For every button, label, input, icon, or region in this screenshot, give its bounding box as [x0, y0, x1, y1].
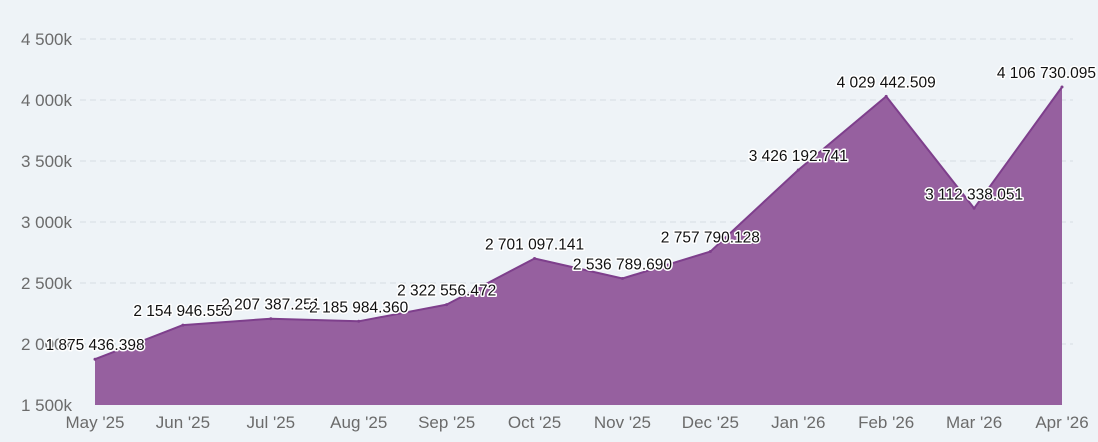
- data-point[interactable]: [181, 323, 185, 327]
- y-tick-label: 3 000k: [21, 213, 73, 232]
- x-tick-label: Jan '26: [771, 413, 825, 432]
- y-tick-label: 4 500k: [21, 30, 73, 49]
- data-label: 2 185 984.360: [309, 299, 409, 316]
- y-axis: 1 500k 2 000k 2 500k 3 000k 3 500k 4 000k 4 50…: [21, 30, 73, 415]
- x-tick-label: Feb '26: [858, 413, 914, 432]
- x-tick-label: Aug '25: [330, 413, 387, 432]
- data-point[interactable]: [357, 319, 361, 323]
- data-label: 3 426 192.741: [749, 148, 848, 165]
- data-label: 2 154 946.550: [133, 303, 233, 320]
- series-line: [94, 86, 1063, 361]
- x-tick-label: Nov '25: [594, 413, 651, 432]
- y-tick-label: 1 500k: [21, 396, 73, 415]
- data-point[interactable]: [884, 94, 888, 98]
- y-tick-label: 2 500k: [21, 274, 73, 293]
- data-point[interactable]: [93, 357, 97, 361]
- data-label: 2 701 097.141: [485, 236, 584, 253]
- x-axis: May '25 Jun '25 Jul '25 Aug '25 Sep '25 Oct '…: [66, 413, 1089, 432]
- x-tick-label: Sep '25: [418, 413, 475, 432]
- data-label: 2 757 790.128: [661, 230, 760, 247]
- x-tick-label: Apr '26: [1035, 413, 1088, 432]
- data-point[interactable]: [533, 256, 537, 260]
- x-tick-label: May '25: [66, 413, 125, 432]
- data-point[interactable]: [708, 250, 712, 254]
- data-label: 3 112 338.051: [925, 186, 1023, 203]
- area-fill: [95, 86, 1062, 405]
- data-point[interactable]: [269, 317, 273, 321]
- y-tick-label: 4 000k: [21, 91, 73, 110]
- x-tick-label: Jun '25: [156, 413, 210, 432]
- data-point[interactable]: [796, 168, 800, 172]
- data-label: 2 207 387.251: [221, 297, 320, 314]
- data-label: 2 322 556.472: [397, 283, 496, 300]
- data-point[interactable]: [620, 277, 624, 281]
- data-label: 1 875 436.398: [45, 337, 144, 354]
- data-label: 2 536 789.690: [573, 257, 673, 274]
- data-point[interactable]: [1060, 85, 1064, 89]
- data-point[interactable]: [445, 303, 449, 307]
- y-tick-label: 2 000k: [21, 335, 73, 354]
- x-tick-label: Dec '25: [682, 413, 739, 432]
- area-layer: [93, 85, 1064, 405]
- x-tick-label: Jul '25: [247, 413, 296, 432]
- data-point[interactable]: [972, 206, 976, 210]
- data-label: 4 106 730.095: [997, 65, 1096, 82]
- y-tick-label: 3 500k: [21, 152, 73, 171]
- data-label: 4 029 442.509: [837, 74, 936, 91]
- x-tick-label: Oct '25: [508, 413, 561, 432]
- x-tick-label: Mar '26: [946, 413, 1002, 432]
